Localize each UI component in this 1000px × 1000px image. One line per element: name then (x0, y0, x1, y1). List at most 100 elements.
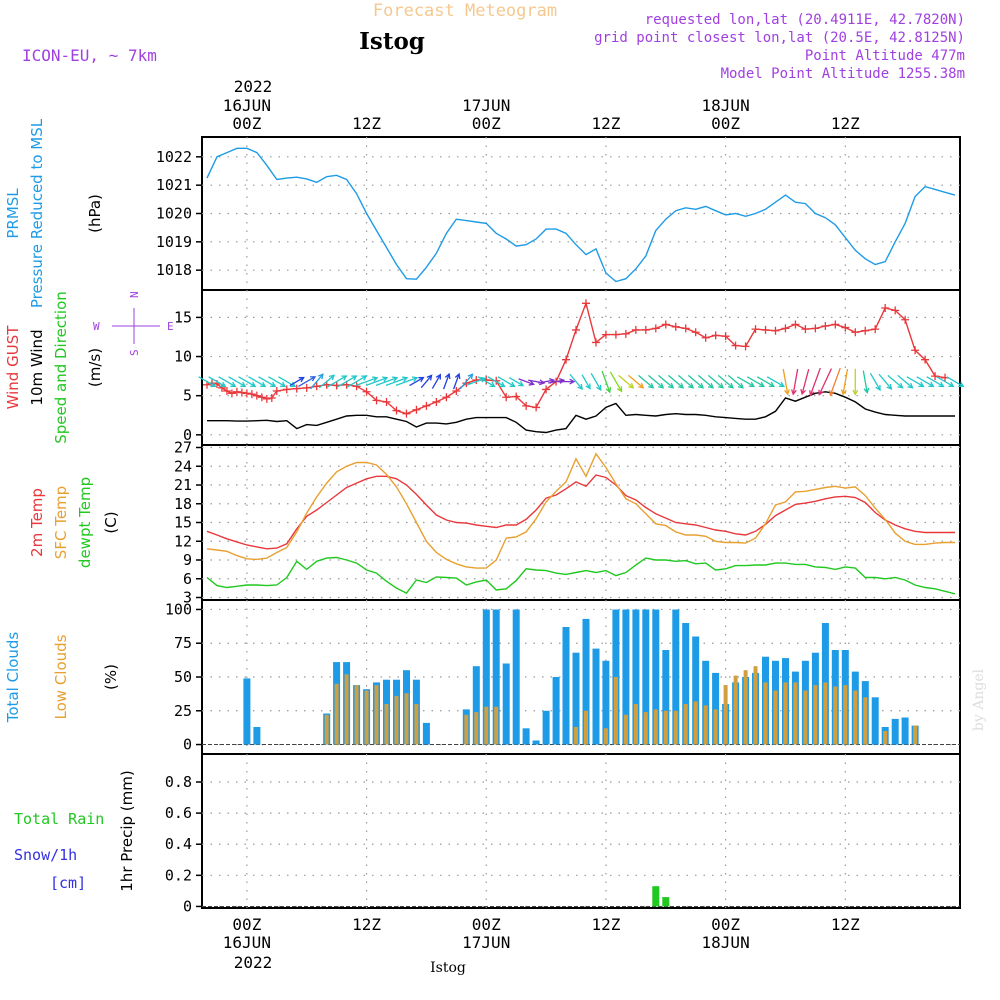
gust-marker (721, 332, 730, 341)
wind-arrow (829, 367, 841, 397)
wind-arrow-shaft (746, 376, 765, 387)
wind-arrow (946, 376, 965, 388)
y-tick-label: 12 (174, 532, 192, 550)
wind-arrow-head (361, 375, 368, 381)
gust-marker (781, 324, 790, 333)
wind-arrow (800, 369, 810, 396)
series-line-wind-gust (206, 300, 946, 415)
wind-arrow-shaft (385, 377, 408, 387)
bar-low-clouds (723, 685, 728, 745)
y-tick-label: 21 (174, 476, 192, 494)
wind-arrow-head (210, 381, 217, 388)
y-tick-label: 25 (174, 702, 192, 720)
wind-arrow (862, 370, 870, 394)
gust-marker (522, 401, 531, 410)
time-label-top: 00Z (232, 114, 261, 133)
gust-marker (751, 325, 760, 334)
y-tick-label: 1020 (156, 205, 192, 223)
wind-arrow-head (569, 378, 576, 385)
wind-arrow-head (790, 389, 797, 396)
y-tick-label: 1022 (156, 148, 192, 166)
bar-total-clouds (642, 609, 650, 745)
wind-arrow-shaft (916, 376, 934, 387)
wind-arrow-shaft (727, 374, 744, 389)
model-altitude: Model Point Altitude 1255.38m (721, 66, 965, 82)
compass-e: E (167, 320, 174, 333)
time-label-bottom: 18JUN (702, 933, 750, 952)
y-tick-label: 18 (174, 495, 192, 513)
bar-total-clouds (901, 717, 909, 745)
bar-low-clouds (773, 690, 778, 745)
wind-arrow (618, 374, 635, 389)
gust-marker (232, 387, 241, 396)
bar-low-clouds (833, 686, 838, 745)
bar-low-clouds (484, 706, 489, 745)
gust-marker (512, 392, 521, 401)
wind-arrow-head (658, 382, 665, 389)
wind-arrow-shaft (581, 374, 591, 389)
wind-arrow-shaft (638, 374, 654, 389)
wind-arrow (208, 376, 227, 388)
wind-arrow-shaft (829, 367, 841, 396)
time-label-bottom: 16JUN (223, 933, 271, 952)
gust-marker (267, 394, 276, 403)
wind-arrow (648, 374, 665, 389)
gust-marker (601, 330, 610, 339)
gust-marker (562, 355, 571, 364)
bar-low-clouds (364, 690, 369, 745)
panel-clouds: 0 25 50 75 100 Total Clouds Low Clouds (%) (4, 599, 961, 755)
gust-marker (901, 315, 910, 324)
precip-legend-unit: [cm] (50, 874, 86, 892)
gust-marker (661, 320, 670, 329)
y-tick-label: 1019 (156, 233, 192, 251)
compass-s: S (128, 349, 141, 356)
y-tick-label: 0 (183, 736, 192, 754)
bar-low-clouds (623, 714, 628, 745)
wind-arrow (548, 377, 566, 384)
wind-arrow-head (768, 381, 776, 388)
ylabel-line: Total Clouds (4, 632, 22, 724)
gust-marker (651, 324, 660, 333)
wind-arrow-head (480, 376, 487, 383)
precip-legend-rain: Total Rain (14, 810, 104, 828)
wind-arrow-shaft (878, 373, 892, 390)
chart-title: Forecast Meteogram (373, 1, 557, 21)
wind-arrow-head (328, 374, 336, 381)
wind-arrow (443, 372, 451, 390)
wind-arrow (852, 368, 859, 396)
gust-marker (412, 405, 421, 414)
wind-arrow-head (509, 381, 516, 388)
bar-low-clouds (464, 714, 469, 745)
gust-marker (801, 325, 810, 334)
wind-arrow-head (382, 376, 389, 382)
gust-marker (262, 394, 271, 403)
wind-arrow-shaft (618, 374, 634, 389)
wind-arrow (809, 367, 821, 397)
wind-arrow-shaft (707, 374, 724, 389)
year-bottom: 2022 (234, 953, 273, 972)
gust-marker (282, 385, 291, 394)
wind-arrow (782, 368, 790, 396)
bar-total-rain (652, 886, 660, 907)
bar-total-clouds (672, 609, 680, 745)
bar-total-clouds (542, 710, 550, 745)
bar-total-clouds (622, 609, 630, 745)
bar-low-clouds (494, 706, 499, 745)
bar-low-clouds (653, 709, 658, 745)
wind-arrow (228, 376, 247, 388)
wind-arrow-shaft (667, 374, 684, 389)
wind-arrow (385, 376, 409, 387)
wind-arrow (459, 373, 474, 390)
y-tick-label: 1018 (156, 261, 192, 279)
wind-arrow-shaft (697, 374, 714, 389)
wind-arrow (558, 378, 576, 385)
wind-arrow-shaft (548, 379, 565, 384)
precip-frame (201, 753, 961, 909)
wind-arrow-shaft (677, 374, 694, 389)
wind-arrow-shaft (208, 376, 226, 387)
footer-station: Istog (430, 960, 466, 976)
wind-arrow-head (907, 382, 914, 389)
bar-total-clouds (891, 718, 899, 745)
